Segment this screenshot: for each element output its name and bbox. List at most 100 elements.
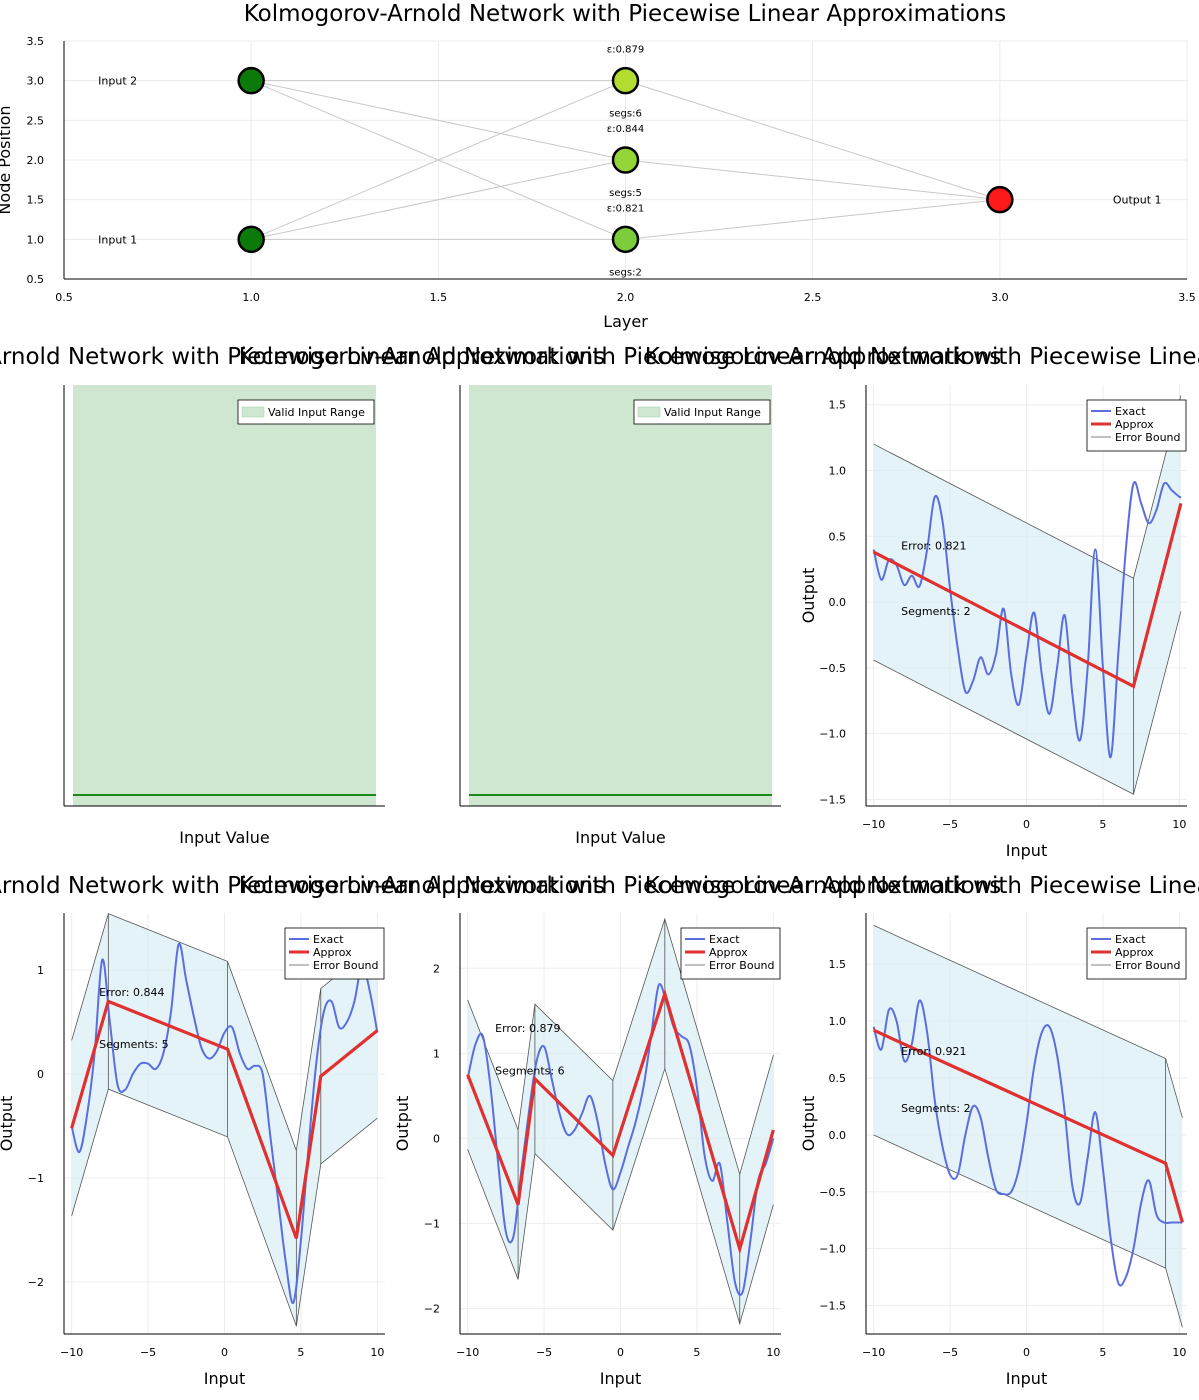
y-tick-label: 1.5 [829, 399, 847, 412]
error-bound-upper [71, 913, 378, 1151]
exact-curve [70, 942, 379, 1304]
x-tick-label: −10 [60, 1346, 83, 1359]
network-edge [625, 199, 1000, 240]
network-edge [625, 159, 1000, 201]
y-tick-label: 2.0 [27, 154, 45, 167]
network-node [611, 66, 640, 95]
legend-label: Approx [313, 946, 352, 959]
plot-area [70, 913, 379, 1327]
x-tick-label: −10 [862, 1346, 885, 1359]
node-error-label: ε:0.821 [607, 203, 644, 214]
annotation-text: Segments: 6 [495, 1065, 564, 1078]
node-segments-label: segs:6 [609, 109, 642, 120]
y-axis-label: Node Position [0, 105, 14, 214]
x-axis-label: Input Value [575, 828, 665, 847]
x-tick-label: −5 [942, 1346, 958, 1359]
legend-label: Exact [1115, 405, 1146, 418]
x-axis-label: Layer [603, 312, 648, 331]
valid-range-plot-2: Input Value Valid Input Range [459, 385, 781, 847]
x-tick-label: 0 [617, 1346, 624, 1359]
x-tick-label: −5 [942, 818, 958, 831]
x-tick-label: 3.0 [991, 291, 1009, 304]
subplot-title: Kolmogorov-Arnold Network with Piecewise… [645, 873, 1199, 899]
subplot-title: Kolmogorov-Arnold Network with Piecewise… [0, 873, 605, 899]
valid-range-plot-1: Input Value Valid Input Range [63, 385, 385, 847]
network-node [611, 146, 640, 174]
legend-label: Approx [709, 946, 748, 959]
x-axis-label: Input [204, 1369, 245, 1388]
y-tick-label: −0.5 [819, 662, 846, 675]
y-tick-label: 0.5 [829, 530, 847, 543]
annotation-text: Error: 0.821 [901, 539, 966, 552]
y-tick-label: 3.0 [27, 75, 45, 88]
legend-label: Exact [1115, 933, 1146, 946]
x-tick-label: 5 [1099, 1346, 1106, 1359]
plot-area [872, 925, 1184, 1328]
legend-label: Error Bound [1115, 431, 1181, 444]
subplot-title: Kolmogorov-Arnold Network with Piecewise… [239, 873, 1001, 899]
legend-label: Valid Input Range [268, 406, 365, 419]
node-error-label: ε:0.879 [607, 45, 644, 56]
legend-swatch [637, 406, 661, 418]
network-node [986, 185, 1014, 214]
annotation-text: Error: 0.844 [99, 986, 164, 999]
y-axis-label: Output [0, 1096, 16, 1152]
x-tick-label: −10 [456, 1346, 479, 1359]
valid-range-fill [73, 385, 376, 806]
approx-line [872, 503, 1183, 689]
approx-plot-3: −10 −5 0 5 10 −1.5 −1.0 −0.5 0.0 0.5 1.0 1.5 Error: … [799, 385, 1187, 860]
x-tick-label: 0 [1023, 1346, 1030, 1359]
y-axis-label: Output [799, 568, 818, 624]
exact-curve [872, 481, 1182, 759]
exact-curve [466, 983, 775, 1296]
subplot-title: Kolmogorov-Arnold Network with Piecewise… [0, 344, 605, 370]
legend-label: Error Bound [1115, 959, 1181, 972]
x-tick-label: 2.5 [804, 291, 822, 304]
y-tick-label: 1.0 [829, 465, 847, 478]
y-tick-label: 0.0 [829, 596, 847, 609]
y-tick-label: 0 [37, 1068, 44, 1081]
x-tick-label: 10 [1172, 1346, 1186, 1359]
x-tick-label: 5 [297, 1346, 304, 1359]
legend-label: Approx [1115, 418, 1154, 431]
main-title: Kolmogorov-Arnold Network with Piecewise… [244, 1, 1006, 27]
y-tick-label: 1 [37, 964, 44, 977]
y-tick-label: −2 [424, 1302, 440, 1315]
approx-plot-6: −10 −5 0 5 10 −1.5 −1.0 −0.5 0.0 0.5 1.0 1.5 Error: … [799, 913, 1187, 1388]
y-tick-label: 3.5 [27, 35, 45, 48]
annotation-text: Segments: 2 [901, 605, 970, 618]
network-edge [625, 80, 1000, 201]
legend-label: Error Bound [709, 959, 775, 972]
y-tick-label: 0.5 [27, 273, 45, 286]
legend-label: Valid Input Range [664, 406, 761, 419]
y-tick-label: −1.5 [819, 793, 846, 806]
node-segments-label: segs:5 [609, 188, 642, 199]
exact-curve [872, 999, 1183, 1287]
node-label: Input 1 [98, 233, 137, 246]
error-band [873, 395, 1181, 795]
legend-box [633, 399, 771, 425]
y-tick-label: 0.5 [829, 1072, 847, 1085]
x-tick-label: −5 [536, 1346, 552, 1359]
error-bound-lower [71, 1088, 378, 1327]
network-edge [251, 80, 626, 161]
error-band [873, 925, 1183, 1328]
x-axis-label: Input [600, 1369, 641, 1388]
annotation-text: Error: 0.879 [495, 1022, 560, 1035]
annotation-text: Segments: 5 [99, 1038, 168, 1051]
node-label: Input 2 [98, 75, 137, 88]
plot-area [872, 395, 1183, 795]
x-tick-label: 5 [693, 1346, 700, 1359]
network-edge [251, 159, 626, 240]
error-band [467, 919, 774, 1324]
x-tick-label: 0 [221, 1346, 228, 1359]
network-edge [250, 80, 626, 240]
y-tick-label: 0 [433, 1132, 440, 1145]
y-tick-label: 1.5 [27, 194, 45, 207]
node-segments-label: segs:2 [609, 267, 642, 278]
subplot-title: Kolmogorov-Arnold Network with Piecewise… [239, 344, 1001, 370]
x-tick-label: 10 [1172, 818, 1186, 831]
approx-line [466, 988, 775, 1255]
x-tick-label: 0 [1023, 818, 1030, 831]
x-axis-label: Input Value [179, 828, 269, 847]
